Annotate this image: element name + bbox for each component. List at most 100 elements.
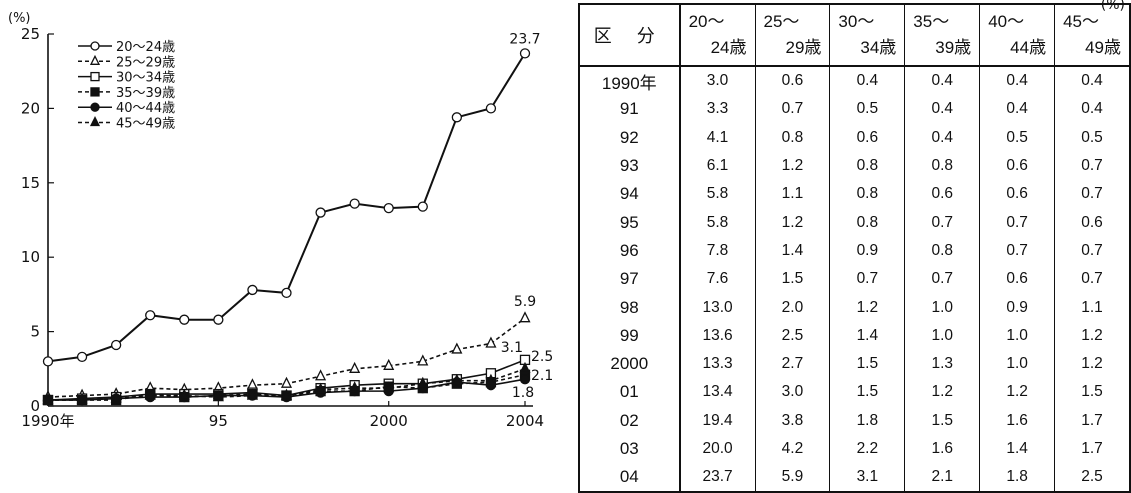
table-cell: 1.7 <box>1054 434 1130 464</box>
legend-label: 40～44歳 <box>116 101 175 116</box>
table-cell: 1.7 <box>1054 406 1130 435</box>
row-label: 1990年 <box>579 66 681 96</box>
row-label: 99 <box>579 321 681 350</box>
table-cell: 5.9 <box>754 463 830 493</box>
data-point <box>417 354 429 366</box>
table-cell: 7.6 <box>679 265 756 294</box>
data-point <box>485 103 497 114</box>
x-tick-label: 1990年 <box>21 412 74 430</box>
table-cell: 2.1 <box>904 463 980 493</box>
table-unit-label: (%) <box>1100 0 1125 13</box>
data-point <box>451 112 463 123</box>
legend-label: 25～29歳 <box>116 55 175 70</box>
data-point <box>315 382 327 394</box>
data-point <box>451 373 463 385</box>
table-row: 93 6.1 1.2 0.8 0.8 0.6 0.7 <box>579 151 1130 181</box>
table-cell: 1.4 <box>754 236 830 266</box>
table-cell: 0.6 <box>979 180 1055 209</box>
table-cell: 13.3 <box>679 349 756 379</box>
column-header-from: 30～ <box>838 12 875 31</box>
table-row: 2000 13.3 2.7 1.5 1.3 1.0 1.2 <box>579 349 1130 379</box>
table-cell: 1.0 <box>979 349 1055 379</box>
end-value-label: 2.1 <box>531 368 553 384</box>
data-point <box>280 388 293 400</box>
x-tick-label: 2000 <box>370 412 408 430</box>
data-point <box>519 48 531 59</box>
table-cell: 1.2 <box>979 378 1055 407</box>
y-tick-label: 10 <box>21 248 40 266</box>
table-row: 92 4.1 0.8 0.6 0.4 0.5 0.5 <box>579 123 1130 152</box>
data-point <box>212 390 224 402</box>
y-tick-label: 15 <box>21 174 40 192</box>
table-cell: 0.4 <box>979 66 1055 96</box>
data-point <box>383 202 394 214</box>
table-row: 91 3.3 0.7 0.5 0.4 0.4 0.4 <box>579 95 1130 124</box>
table-cell: 0.7 <box>1054 265 1130 294</box>
row-label: 91 <box>579 95 681 124</box>
column-header-from: 45～ <box>1063 12 1099 31</box>
table-cell: 3.1 <box>829 463 905 493</box>
row-label: 98 <box>579 293 681 322</box>
table-cell: 1.0 <box>979 321 1055 350</box>
table-cell: 1.5 <box>1054 378 1130 407</box>
row-label: 92 <box>579 123 681 152</box>
table-body: 1990年 3.0 0.6 0.4 0.4 0.4 0.4 91 3.3 0.7 0.5 0.4 0.4… <box>579 66 1130 493</box>
data-point <box>315 207 326 218</box>
data-table: 区 分 20～ 24歳 25～ 29歳 30～ 34歳 35～ 39歳 40～ 44歳 45～ 49歳… <box>578 3 1131 493</box>
data-point <box>281 287 292 299</box>
table-cell: 0.7 <box>1054 151 1130 181</box>
table-row: 98 13.0 2.0 1.2 1.0 0.9 1.1 <box>579 293 1130 322</box>
row-label: 01 <box>579 378 681 407</box>
table-corner-header: 区 分 <box>578 3 681 67</box>
table-cell: 1.2 <box>829 293 905 322</box>
data-point <box>90 102 100 112</box>
table-row: 97 7.6 1.5 0.7 0.7 0.6 0.7 <box>579 265 1130 294</box>
table-cell: 6.1 <box>679 151 756 181</box>
table-row: 95 5.8 1.2 0.8 0.7 0.7 0.6 <box>579 208 1130 237</box>
table-cell: 19.4 <box>679 406 756 435</box>
data-point <box>417 201 428 212</box>
table-cell: 0.8 <box>754 123 830 152</box>
row-label: 95 <box>579 208 681 237</box>
table-cell: 0.6 <box>1054 208 1130 237</box>
table-cell: 20.0 <box>679 434 756 464</box>
data-point <box>280 376 293 388</box>
data-point <box>349 381 361 393</box>
table-cell: 1.3 <box>904 349 980 379</box>
table-cell: 0.4 <box>904 123 980 152</box>
table-cell: 1.5 <box>754 265 830 294</box>
table-row: 99 13.6 2.5 1.4 1.0 1.0 1.2 <box>579 321 1130 350</box>
data-point <box>213 314 224 325</box>
column-header-to: 24歳 <box>710 38 747 57</box>
data-point <box>349 361 361 373</box>
table-cell: 0.4 <box>1054 66 1130 96</box>
table-row: 1990年 3.0 0.6 0.4 0.4 0.4 0.4 <box>579 66 1130 96</box>
table-cell: 0.6 <box>979 265 1055 294</box>
table-cell: 1.1 <box>1054 293 1130 322</box>
row-label: 94 <box>579 180 681 209</box>
table-cell: 13.6 <box>679 321 756 350</box>
table-cell: 1.8 <box>829 406 905 435</box>
data-point <box>110 339 122 351</box>
table-cell: 3.3 <box>679 95 756 124</box>
table-cell: 0.7 <box>904 208 980 237</box>
table-row: 03 20.0 4.2 2.2 1.6 1.4 1.7 <box>579 434 1130 464</box>
column-header-from: 40～ <box>988 12 1025 31</box>
table-cell: 5.8 <box>679 208 756 237</box>
table-cell: 4.1 <box>679 123 756 152</box>
y-tick-label: 5 <box>30 323 40 341</box>
column-header-to: 34歳 <box>860 38 897 57</box>
data-point <box>315 369 327 381</box>
data-point <box>90 87 100 97</box>
table-cell: 0.4 <box>979 95 1055 124</box>
table-cell: 23.7 <box>679 463 756 493</box>
table-cell: 1.8 <box>979 463 1055 493</box>
table-cell: 0.8 <box>829 208 905 237</box>
y-tick-label: 0 <box>30 397 40 415</box>
table-cell: 0.5 <box>1054 123 1130 152</box>
data-point <box>485 373 497 385</box>
table-cell: 0.6 <box>904 180 980 209</box>
table-cell: 1.4 <box>979 434 1055 464</box>
table-cell: 0.6 <box>829 123 905 152</box>
table-cell: 1.2 <box>1054 321 1130 350</box>
